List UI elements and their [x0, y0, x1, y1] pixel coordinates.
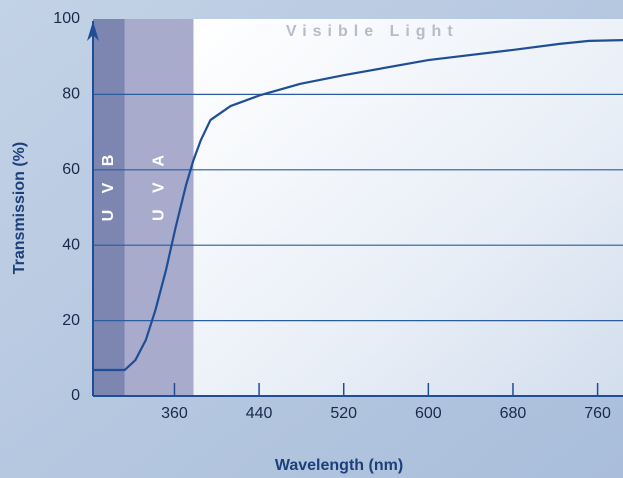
region-label: Visible Light [286, 23, 459, 40]
y-tick-label: 20 [62, 312, 80, 329]
regions: U V B U V A Visible Light [93, 19, 623, 396]
y-tick-label: 40 [62, 236, 80, 253]
x-tick-label: 520 [330, 405, 357, 422]
y-tick-label: 80 [62, 86, 80, 103]
x-tick-label: 440 [246, 405, 273, 422]
chart: U V B U V A Visible Light 0 20 40 60 80 100 360 4… [0, 0, 623, 478]
x-axis-title: Wavelength (nm) [275, 457, 403, 474]
x-tick-label: 360 [161, 405, 188, 422]
x-tick-label: 600 [415, 405, 442, 422]
y-axis-title: Transmission (%) [11, 142, 28, 274]
x-tick-label: 760 [584, 405, 611, 422]
y-tick-label: 0 [71, 387, 80, 404]
region-label: U V A [150, 149, 167, 221]
y-tick-label: 100 [53, 10, 80, 27]
y-tick-label: 60 [62, 161, 80, 178]
x-tick-label: 680 [500, 405, 527, 422]
region [193, 19, 623, 396]
region-label: U V B [100, 149, 117, 222]
